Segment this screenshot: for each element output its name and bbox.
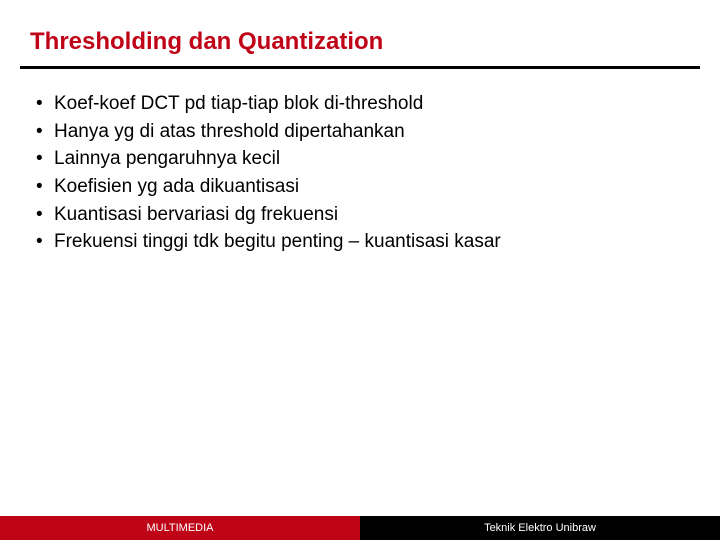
list-item: • Frekuensi tinggi tdk begitu penting – … <box>30 229 690 255</box>
bullet-text: Lainnya pengaruhnya kecil <box>54 146 690 172</box>
footer-left-label: MULTIMEDIA <box>0 516 360 540</box>
bullet-icon: • <box>30 202 54 228</box>
slide-content: • Koef-koef DCT pd tiap-tiap blok di-thr… <box>0 69 720 255</box>
footer: MULTIMEDIA Teknik Elektro Unibraw <box>0 516 720 540</box>
bullet-text: Frekuensi tinggi tdk begitu penting – ku… <box>54 229 690 255</box>
bullet-icon: • <box>30 91 54 117</box>
list-item: • Lainnya pengaruhnya kecil <box>30 146 690 172</box>
list-item: • Hanya yg di atas threshold dipertahank… <box>30 119 690 145</box>
list-item: • Koefisien yg ada dikuantisasi <box>30 174 690 200</box>
bullet-text: Koef-koef DCT pd tiap-tiap blok di-thres… <box>54 91 690 117</box>
list-item: • Kuantisasi bervariasi dg frekuensi <box>30 202 690 228</box>
bullet-text: Hanya yg di atas threshold dipertahankan <box>54 119 690 145</box>
footer-right-label: Teknik Elektro Unibraw <box>360 516 720 540</box>
bullet-icon: • <box>30 229 54 255</box>
bullet-icon: • <box>30 174 54 200</box>
bullet-icon: • <box>30 146 54 172</box>
bullet-icon: • <box>30 119 54 145</box>
bullet-text: Koefisien yg ada dikuantisasi <box>54 174 690 200</box>
list-item: • Koef-koef DCT pd tiap-tiap blok di-thr… <box>30 91 690 117</box>
bullet-text: Kuantisasi bervariasi dg frekuensi <box>54 202 690 228</box>
bullet-list: • Koef-koef DCT pd tiap-tiap blok di-thr… <box>30 91 690 255</box>
slide-title: Thresholding dan Quantization <box>0 28 720 66</box>
slide: Thresholding dan Quantization • Koef-koe… <box>0 0 720 540</box>
